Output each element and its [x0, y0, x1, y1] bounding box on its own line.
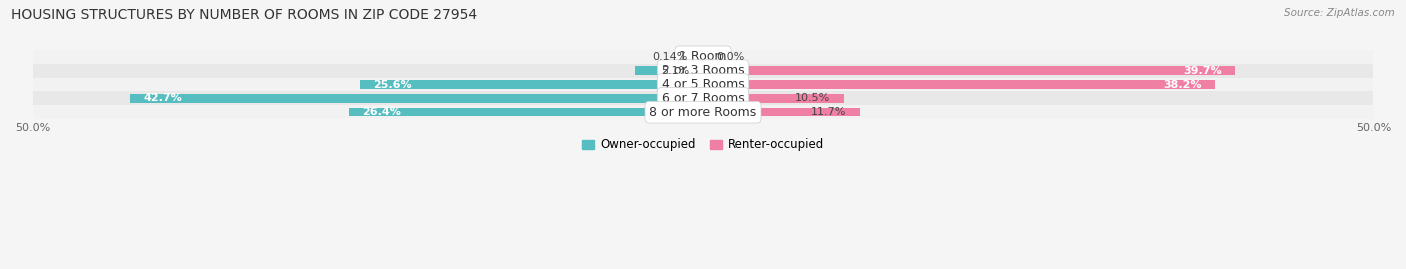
Bar — [634, 66, 703, 75]
Bar — [32, 64, 1374, 78]
Text: 0.0%: 0.0% — [717, 52, 745, 62]
Bar — [703, 94, 844, 103]
Bar — [703, 108, 860, 116]
Text: 38.2%: 38.2% — [1163, 80, 1202, 90]
Text: Source: ZipAtlas.com: Source: ZipAtlas.com — [1284, 8, 1395, 18]
Bar — [703, 66, 1236, 75]
Text: 1 Room: 1 Room — [679, 50, 727, 63]
Text: 26.4%: 26.4% — [363, 107, 401, 117]
Text: 0.14%: 0.14% — [652, 52, 688, 62]
Bar — [702, 53, 703, 61]
Bar — [32, 78, 1374, 91]
Bar — [32, 105, 1374, 119]
Text: 10.5%: 10.5% — [796, 93, 831, 103]
Text: 42.7%: 42.7% — [143, 93, 183, 103]
Text: 25.6%: 25.6% — [373, 80, 412, 90]
Legend: Owner-occupied, Renter-occupied: Owner-occupied, Renter-occupied — [582, 138, 824, 151]
Bar — [32, 91, 1374, 105]
Text: HOUSING STRUCTURES BY NUMBER OF ROOMS IN ZIP CODE 27954: HOUSING STRUCTURES BY NUMBER OF ROOMS IN… — [11, 8, 478, 22]
Text: 2 or 3 Rooms: 2 or 3 Rooms — [662, 64, 744, 77]
Text: 8 or more Rooms: 8 or more Rooms — [650, 106, 756, 119]
Text: 5.1%: 5.1% — [661, 66, 689, 76]
Bar — [349, 108, 703, 116]
Text: 39.7%: 39.7% — [1184, 66, 1222, 76]
Bar — [32, 50, 1374, 64]
Text: 6 or 7 Rooms: 6 or 7 Rooms — [662, 92, 744, 105]
Text: 11.7%: 11.7% — [811, 107, 846, 117]
Text: 4 or 5 Rooms: 4 or 5 Rooms — [662, 78, 744, 91]
Bar — [703, 80, 1215, 89]
Bar — [131, 94, 703, 103]
Bar — [360, 80, 703, 89]
